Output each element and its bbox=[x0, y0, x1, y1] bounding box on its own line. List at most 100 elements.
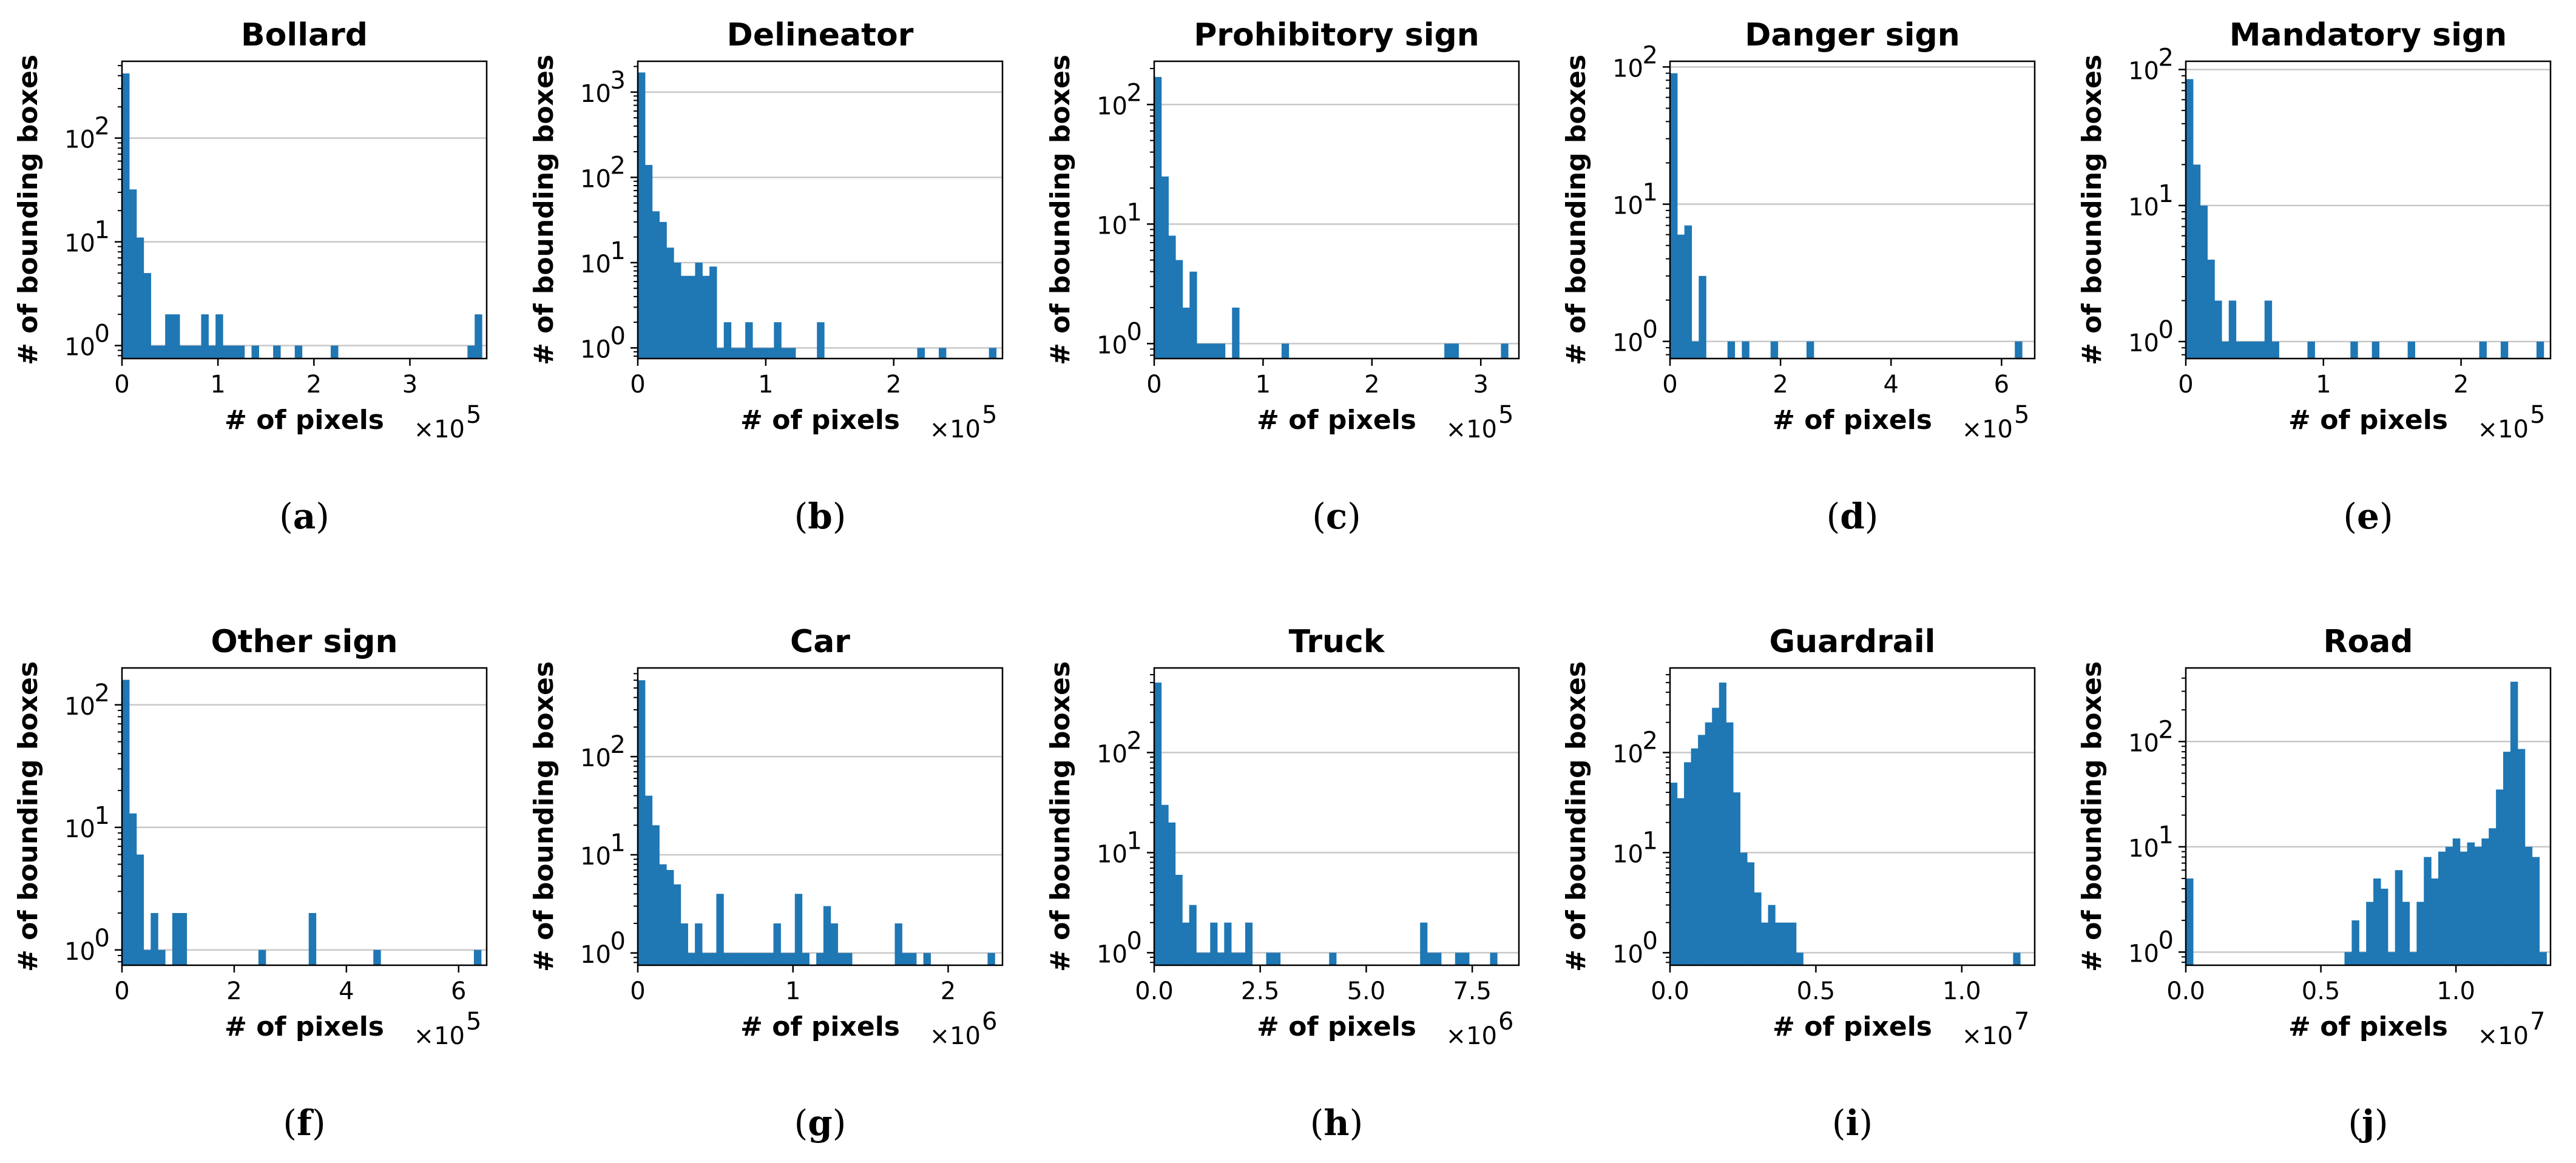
caption-paren-open: ( bbox=[794, 1102, 808, 1144]
x-tick-label: 4 bbox=[1884, 371, 1899, 399]
y-tick-base: 10 bbox=[64, 693, 95, 721]
histogram-bar bbox=[122, 679, 130, 965]
histogram-bar bbox=[1727, 341, 1736, 359]
histogram-bar bbox=[1196, 952, 1204, 965]
histogram-bar bbox=[1281, 343, 1290, 359]
histogram-bar bbox=[330, 345, 339, 359]
histogram-bar bbox=[695, 923, 703, 965]
caption-paren-open: ( bbox=[1827, 496, 1841, 537]
histogram-bar bbox=[1238, 952, 1246, 965]
histogram-bar bbox=[2200, 205, 2208, 359]
histogram-bar bbox=[475, 314, 482, 359]
y-tick-base: 10 bbox=[580, 165, 611, 193]
x-tick-label: 1 bbox=[210, 371, 225, 399]
histogram-bar bbox=[2474, 846, 2482, 965]
y-tick-exponent: 1 bbox=[2158, 821, 2174, 849]
x-tick-label: 5.0 bbox=[1347, 977, 1386, 1005]
axes-frame bbox=[1669, 60, 2036, 360]
y-tick-exponent: 1 bbox=[95, 802, 110, 830]
histogram-bar bbox=[2264, 300, 2273, 359]
caption-paren-close: ) bbox=[1859, 1102, 1873, 1144]
y-tick-exponent: 2 bbox=[2158, 44, 2174, 72]
histogram-bar bbox=[701, 952, 710, 965]
x-tick-label: 1 bbox=[1256, 371, 1271, 399]
histogram-bar bbox=[738, 348, 746, 359]
caption-paren-open: ( bbox=[1310, 1102, 1324, 1144]
histogram-bar bbox=[894, 923, 902, 965]
histogram-bar bbox=[2536, 341, 2544, 359]
histogram-bar bbox=[666, 248, 674, 359]
histogram-bar bbox=[179, 345, 188, 359]
y-tick-exponent: 0 bbox=[95, 925, 110, 952]
chart-title: Delineator bbox=[727, 17, 914, 53]
histogram-bar bbox=[223, 345, 231, 359]
histogram-bar bbox=[129, 189, 137, 359]
histogram-bar bbox=[2445, 846, 2453, 965]
histogram-bar bbox=[2387, 952, 2396, 965]
histogram-bar bbox=[680, 275, 689, 359]
histogram-bar bbox=[1182, 308, 1190, 359]
y-tick-exponent: 0 bbox=[95, 320, 110, 348]
x-tick-label: 2 bbox=[306, 371, 322, 399]
histogram-bar bbox=[1754, 892, 1762, 965]
x-tick-label: 0 bbox=[114, 371, 129, 399]
histogram-bar bbox=[2459, 851, 2468, 965]
x-tick-label: 1 bbox=[785, 977, 800, 1005]
histogram-bar bbox=[2214, 300, 2222, 359]
x-multiplier-exponent: 5 bbox=[2014, 401, 2029, 429]
histogram-bar bbox=[788, 348, 796, 359]
histogram-bar bbox=[909, 952, 917, 965]
x-tick-label: 2 bbox=[941, 977, 956, 1005]
histogram-bar bbox=[902, 952, 910, 965]
histogram-bar bbox=[737, 952, 746, 965]
subfigure-caption: (e) bbox=[2343, 496, 2393, 537]
x-tick-label: 0 bbox=[114, 977, 129, 1005]
y-tick-base: 10 bbox=[1612, 329, 1643, 357]
histogram-bar bbox=[2402, 902, 2410, 965]
y-tick-base: 10 bbox=[2128, 940, 2159, 968]
histogram-bar bbox=[1740, 852, 1748, 965]
y-tick-base: 10 bbox=[1612, 55, 1643, 83]
y-tick-exponent: 1 bbox=[95, 217, 110, 244]
histogram-bar bbox=[373, 949, 381, 965]
histogram-bar bbox=[467, 345, 475, 359]
histogram-bar bbox=[1273, 952, 1281, 965]
axes-frame bbox=[1669, 667, 2036, 966]
axes-frame bbox=[2185, 667, 2552, 966]
histogram-bar bbox=[652, 211, 660, 359]
histogram-bar bbox=[473, 949, 482, 965]
histogram-bar bbox=[2243, 341, 2251, 359]
x-axis-label: # of pixels bbox=[1257, 405, 1416, 436]
histogram-bar bbox=[1217, 343, 1226, 359]
histogram-bar bbox=[1217, 952, 1225, 965]
x-multiplier: ×10 bbox=[1962, 416, 2013, 443]
caption-paren-close: ) bbox=[833, 496, 847, 537]
histogram-bar bbox=[837, 952, 845, 965]
histogram-bar bbox=[1684, 762, 1692, 965]
histogram-bar bbox=[730, 952, 739, 965]
caption-letter: c bbox=[1326, 496, 1347, 537]
y-tick-base: 10 bbox=[1612, 740, 1643, 768]
histogram-bar bbox=[2489, 828, 2497, 965]
x-tick-label: 2 bbox=[2453, 371, 2469, 399]
histogram-bar bbox=[1691, 748, 1699, 965]
x-multiplier-exponent: 5 bbox=[466, 401, 481, 429]
histogram-bar bbox=[1154, 683, 1162, 965]
histogram-bar bbox=[759, 952, 767, 965]
y-tick-base: 10 bbox=[64, 230, 95, 258]
histogram-bar bbox=[1712, 707, 1720, 965]
x-tick-label: 1 bbox=[758, 371, 773, 399]
histogram-bar bbox=[172, 912, 180, 965]
caption-letter: a bbox=[293, 496, 316, 537]
x-multiplier-exponent: 5 bbox=[466, 1008, 481, 1036]
x-tick-label: 0.0 bbox=[1135, 977, 1174, 1005]
x-axis-label: # of pixels bbox=[2288, 405, 2448, 436]
subfigure-caption: (j) bbox=[2348, 1102, 2388, 1144]
x-tick-label: 1.0 bbox=[2436, 977, 2475, 1005]
histogram-bar bbox=[674, 262, 681, 359]
histogram-bar bbox=[688, 952, 695, 965]
histogram-bar bbox=[1451, 343, 1459, 359]
x-tick-label: 3 bbox=[1473, 371, 1488, 399]
